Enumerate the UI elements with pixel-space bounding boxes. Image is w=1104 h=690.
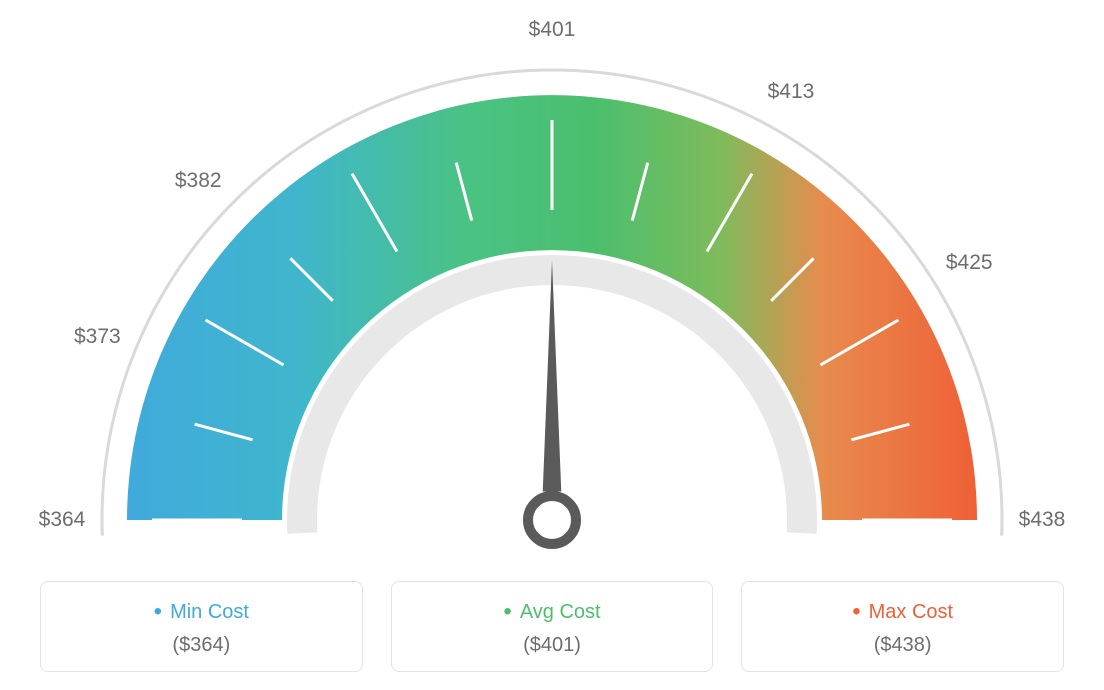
legend-min-value: ($364) [51, 634, 352, 657]
gauge-tick-label: $413 [768, 80, 815, 104]
gauge-tick-label: $382 [175, 169, 222, 193]
legend-card-avg: Avg Cost ($401) [391, 581, 714, 672]
legend-max-value: ($438) [752, 634, 1053, 657]
gauge-tick-label: $401 [529, 18, 576, 42]
legend-min-label: Min Cost [51, 598, 352, 626]
gauge-tick-label: $364 [39, 508, 86, 532]
legend-card-min: Min Cost ($364) [40, 581, 363, 672]
gauge-tick-label: $438 [1019, 508, 1066, 532]
legend-row: Min Cost ($364) Avg Cost ($401) Max Cost… [40, 581, 1064, 672]
legend-avg-value: ($401) [402, 634, 703, 657]
cost-gauge: $364 $373 $382 $401 $413 $425 $438 [0, 0, 1104, 560]
gauge-svg [0, 0, 1104, 560]
legend-avg-label: Avg Cost [402, 598, 703, 626]
gauge-tick-label: $373 [74, 325, 121, 349]
legend-card-max: Max Cost ($438) [741, 581, 1064, 672]
legend-max-label: Max Cost [752, 598, 1053, 626]
gauge-tick-label: $425 [946, 251, 993, 275]
